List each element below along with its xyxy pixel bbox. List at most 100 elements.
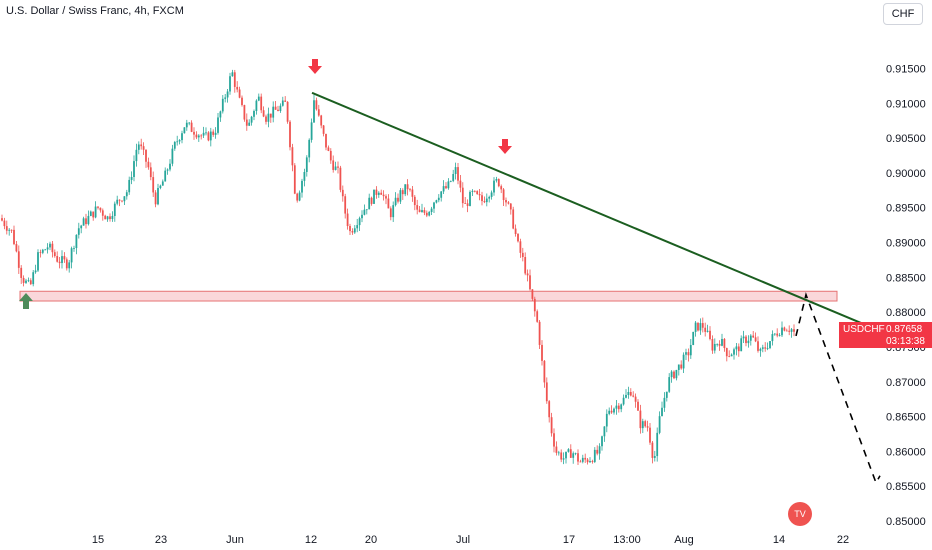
candle-body bbox=[238, 89, 241, 98]
candle-body bbox=[68, 262, 71, 269]
candle-body bbox=[764, 347, 767, 349]
candle-body bbox=[325, 133, 327, 148]
x-tick-label: Jun bbox=[226, 534, 244, 546]
candle-body bbox=[63, 256, 66, 260]
candle-body bbox=[524, 257, 527, 274]
candle-body bbox=[233, 72, 236, 87]
resistance-zone[interactable] bbox=[19, 290, 838, 302]
trendline[interactable] bbox=[311, 91, 881, 332]
candle-body bbox=[519, 241, 522, 253]
candle-body bbox=[303, 171, 306, 181]
candle-body bbox=[22, 277, 25, 283]
candle-body bbox=[435, 200, 438, 203]
candle-body bbox=[428, 211, 431, 216]
candle-body bbox=[771, 334, 774, 342]
candle-body bbox=[257, 96, 260, 101]
candle-body bbox=[521, 252, 524, 258]
candle-body bbox=[317, 109, 320, 116]
candle-body bbox=[653, 456, 656, 458]
candle-body bbox=[8, 229, 11, 231]
candle-body bbox=[13, 229, 15, 245]
candle-body bbox=[493, 180, 495, 193]
candle-body bbox=[737, 346, 740, 352]
price-axis: 0.91500 0.91000 0.90500 0.90000 0.89500 0.890… bbox=[886, 63, 926, 528]
candle-body bbox=[445, 186, 447, 189]
candle-body bbox=[452, 174, 455, 181]
candle-body bbox=[694, 322, 697, 332]
candle-body bbox=[406, 184, 409, 190]
candle-body bbox=[89, 211, 92, 216]
candle-body bbox=[231, 72, 234, 77]
candle-body bbox=[449, 180, 452, 182]
candle-body bbox=[483, 201, 486, 203]
candle-body bbox=[389, 208, 392, 218]
candle-body bbox=[152, 177, 155, 193]
candle-body bbox=[677, 364, 680, 370]
candle-body bbox=[509, 203, 512, 210]
candle-body bbox=[481, 195, 483, 202]
candle-body bbox=[349, 226, 351, 232]
candle-body bbox=[133, 161, 135, 178]
candle-body bbox=[113, 203, 116, 216]
candle-body bbox=[766, 348, 769, 349]
candle-body bbox=[65, 259, 68, 269]
candle-body bbox=[581, 457, 584, 462]
candle-body bbox=[661, 407, 663, 417]
y-tick-label: 0.85500 bbox=[886, 481, 926, 493]
candle-body bbox=[610, 410, 613, 413]
candle-body bbox=[514, 228, 517, 234]
candle-body bbox=[627, 391, 630, 395]
candle-body bbox=[517, 233, 519, 242]
candle-body bbox=[322, 125, 325, 134]
candle-body bbox=[622, 397, 625, 405]
candle-body bbox=[87, 215, 90, 225]
y-tick-label: 0.91500 bbox=[886, 63, 926, 75]
candle-body bbox=[411, 189, 414, 197]
candle-body bbox=[327, 147, 330, 151]
candle-body bbox=[310, 122, 313, 140]
candle-body bbox=[272, 106, 275, 118]
candle-body bbox=[567, 449, 570, 452]
candle-body bbox=[776, 333, 779, 336]
candle-body bbox=[209, 131, 212, 141]
candle-body bbox=[178, 140, 181, 142]
candle-body bbox=[392, 205, 395, 218]
down-arrow-icon bbox=[308, 59, 322, 74]
candle-body bbox=[44, 249, 47, 251]
candle-body bbox=[37, 252, 39, 271]
candle-body bbox=[279, 105, 282, 111]
candle-body bbox=[159, 185, 162, 188]
candle-body bbox=[32, 272, 35, 285]
y-tick-label: 0.88000 bbox=[886, 307, 926, 319]
candle-body bbox=[140, 144, 143, 147]
candle-body bbox=[745, 336, 747, 344]
up-arrow-icon bbox=[19, 293, 33, 309]
candle-body bbox=[783, 327, 786, 331]
candle-body bbox=[728, 356, 731, 358]
candle-body bbox=[332, 160, 335, 170]
candle-body bbox=[274, 106, 277, 110]
candle-body bbox=[73, 248, 75, 249]
candle-body bbox=[161, 181, 164, 186]
candle-body bbox=[51, 243, 54, 253]
candle-body bbox=[485, 198, 488, 203]
candle-body bbox=[531, 289, 534, 299]
candle-body bbox=[593, 449, 596, 462]
candle-body bbox=[301, 180, 303, 193]
time-axis: 15 23 Jun 12 20 Jul 17 13:00 Aug 14 22 bbox=[92, 534, 849, 546]
candle-body bbox=[123, 196, 126, 202]
tradingview-logo-icon[interactable]: TV bbox=[788, 502, 812, 526]
candle-body bbox=[219, 111, 222, 118]
x-tick-label: 20 bbox=[365, 534, 377, 546]
candle-body bbox=[591, 461, 594, 462]
candle-body bbox=[236, 86, 239, 90]
currency-button[interactable]: CHF bbox=[883, 3, 923, 25]
candle-body bbox=[603, 426, 606, 437]
candle-body bbox=[507, 202, 510, 204]
candle-body bbox=[466, 203, 469, 206]
candle-body bbox=[5, 226, 8, 231]
candle-body bbox=[692, 331, 695, 345]
candle-body bbox=[20, 267, 23, 278]
candle-body bbox=[329, 150, 332, 161]
